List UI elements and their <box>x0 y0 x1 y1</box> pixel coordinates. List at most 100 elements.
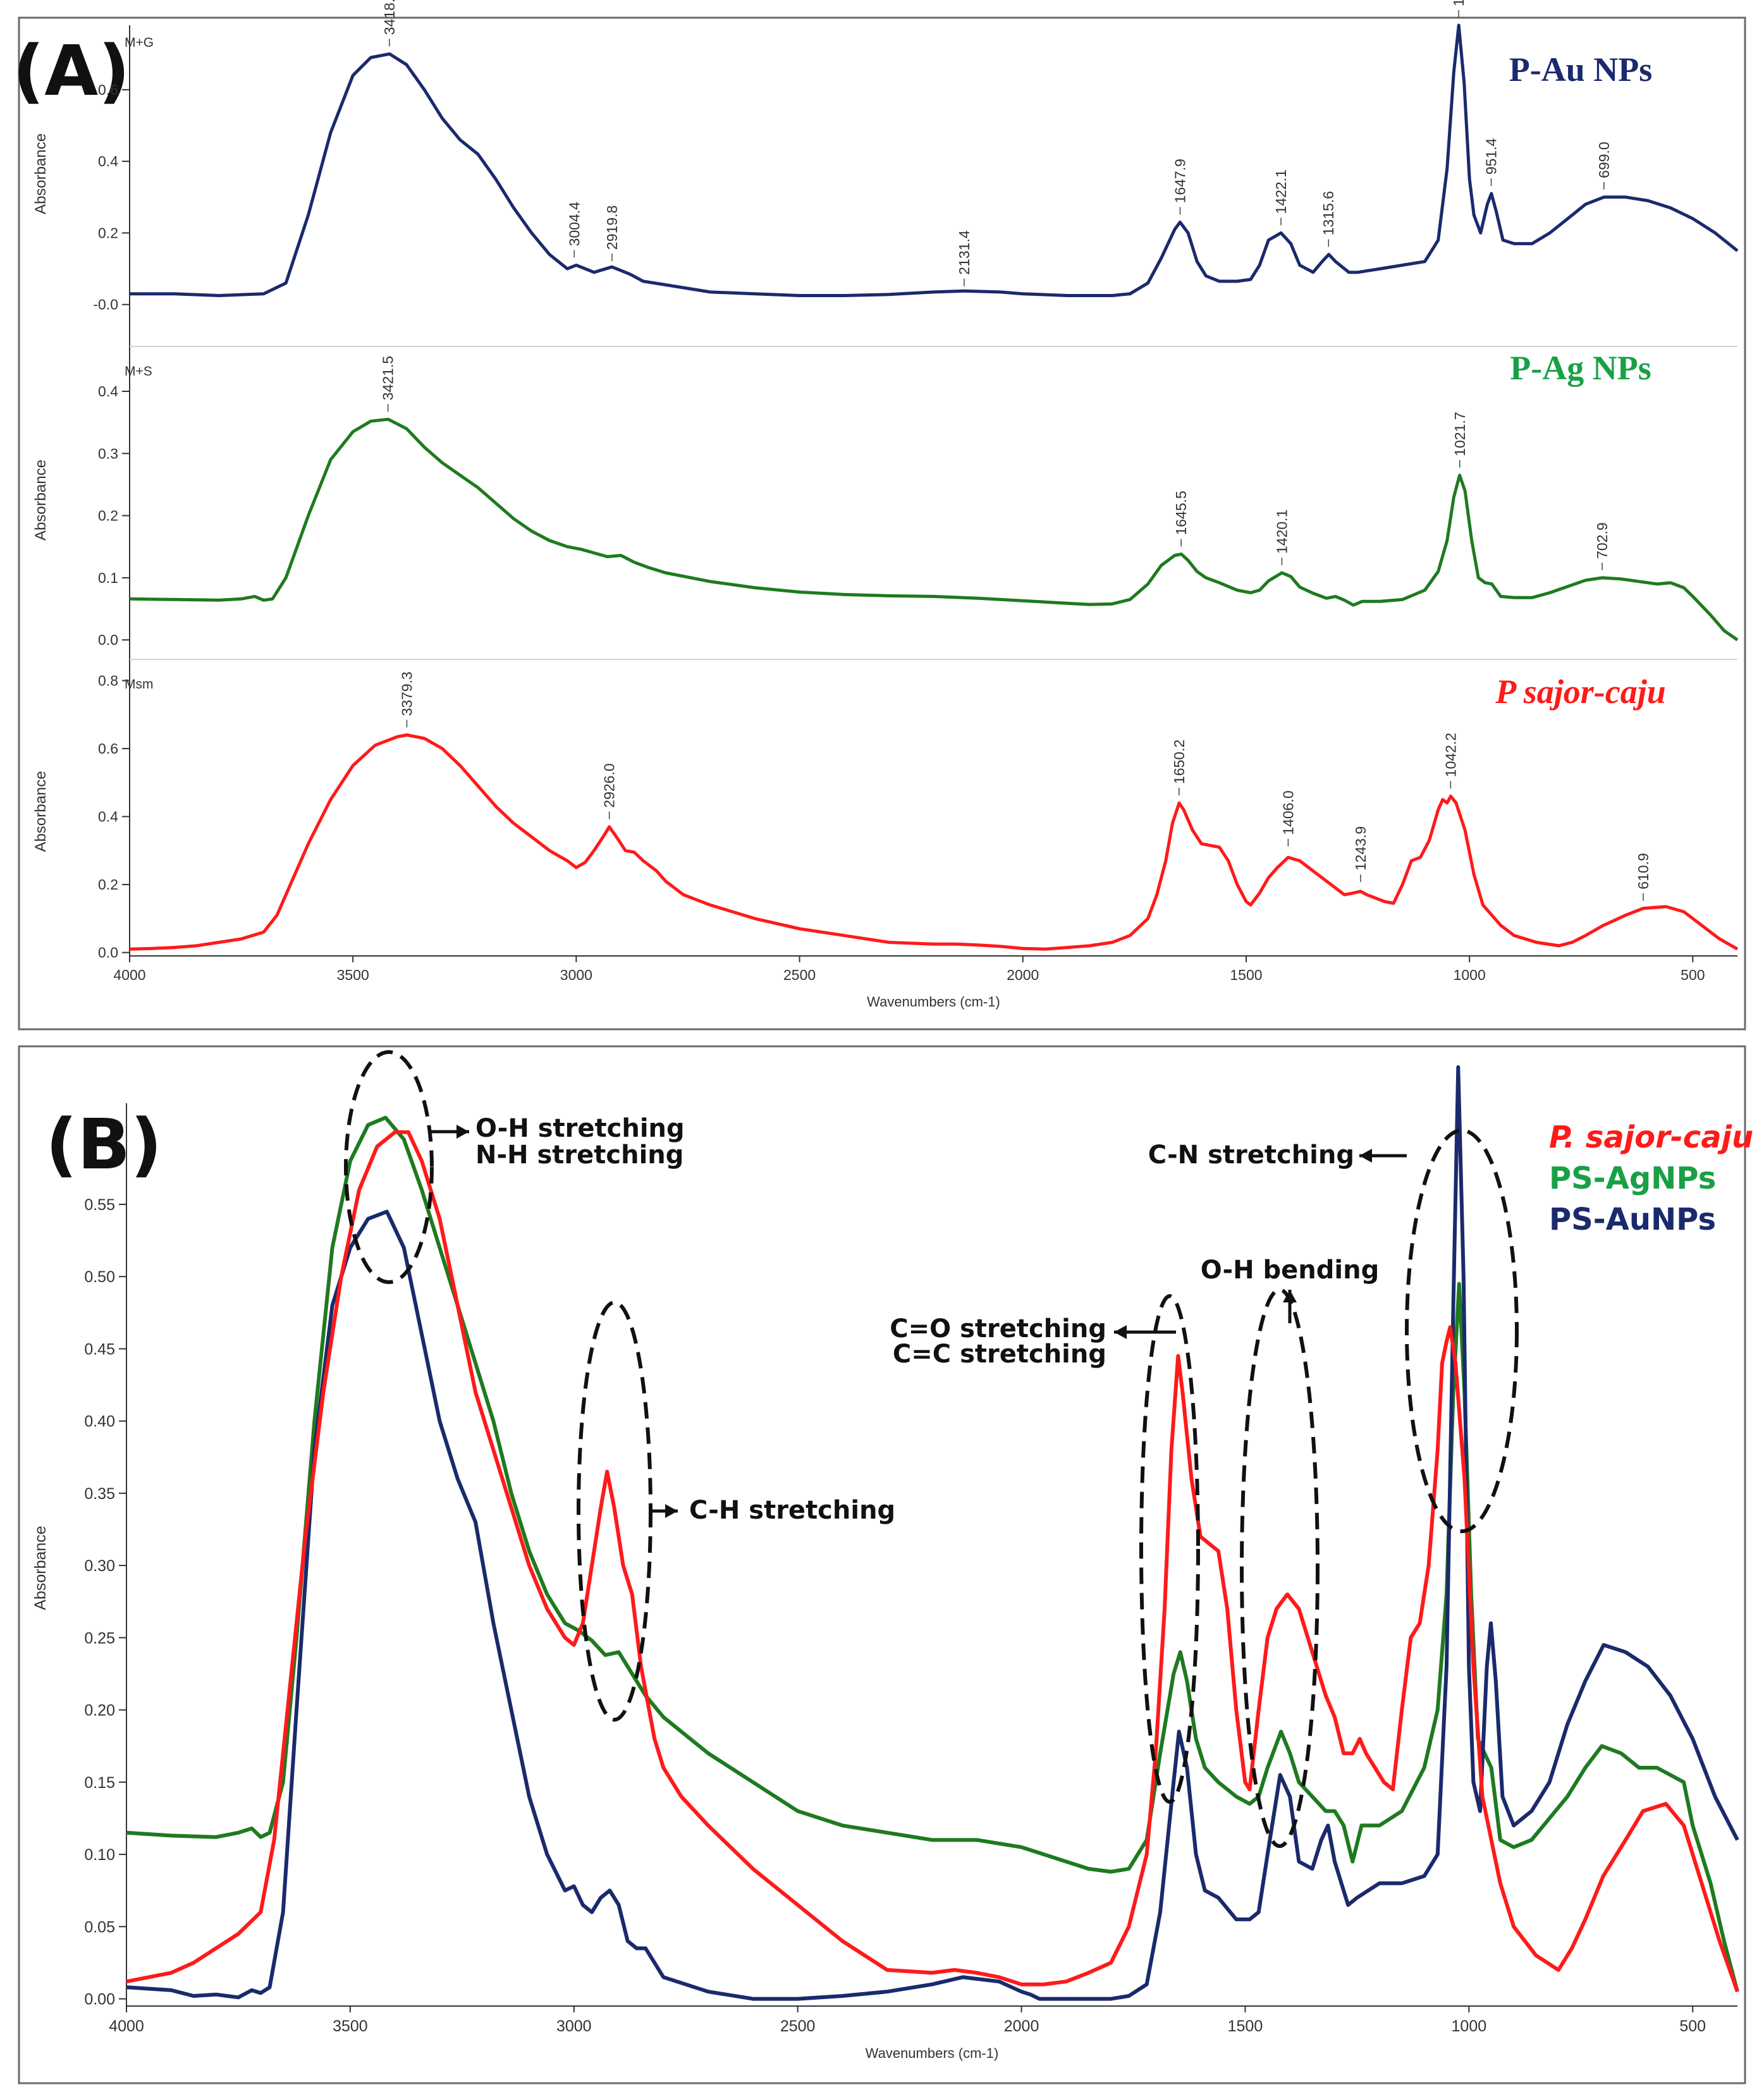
peak-label: 1243.9 <box>1352 826 1369 871</box>
peak-label: 951.4 <box>1483 138 1499 174</box>
y-tick-label: 0.10 <box>84 1846 115 1864</box>
x-tick-label: 2000 <box>1007 967 1039 983</box>
x-axis-label: Wavenumbers (cm-1) <box>867 994 1000 1010</box>
spectrum-line-ag <box>126 1115 1739 1992</box>
arrow-head <box>456 1125 469 1139</box>
peak-label: 699.0 <box>1596 142 1612 178</box>
peak-label: 1021.7 <box>1452 412 1468 456</box>
spectrum-line-ps <box>126 1130 1739 1993</box>
peak-label: 1315.6 <box>1320 191 1337 235</box>
y-tick-label: 0.35 <box>84 1485 115 1503</box>
panel-a-label: (A) <box>13 30 130 111</box>
y-tick-label: 0.4 <box>98 383 118 400</box>
highlight-ellipse <box>1240 1288 1320 1848</box>
y-tick-label: 0.40 <box>84 1413 115 1431</box>
peak-label: 2919.8 <box>604 205 620 250</box>
annotation-arrow <box>431 1125 469 1139</box>
annotation-text: O-H bending <box>1201 1256 1379 1285</box>
peak-label: 1645.5 <box>1173 491 1189 535</box>
annotation-arrow <box>1114 1325 1176 1339</box>
x-tick-label: 3000 <box>556 2017 592 2035</box>
y-tick-label: 0.6 <box>98 740 118 757</box>
y-tick-label: 0.30 <box>84 1557 115 1575</box>
subplot-tag: Msm <box>125 677 154 692</box>
arrow-head <box>1283 1290 1297 1302</box>
annotation-arrow <box>1283 1290 1297 1323</box>
y-tick-label: 0.3 <box>98 445 118 462</box>
y-tick-label: 0.0 <box>98 945 118 961</box>
y-tick-label: 0.6 <box>98 82 118 98</box>
annotation-arrow <box>651 1504 678 1518</box>
spectrum-line <box>130 23 1739 297</box>
panel-b-label: (B) <box>46 1104 162 1185</box>
x-tick-label: 2500 <box>783 967 816 983</box>
x-tick-label: 1000 <box>1454 967 1486 983</box>
y-tick-label: 0.55 <box>84 1196 115 1214</box>
y-tick-label: 0.8 <box>98 673 118 689</box>
annotation-text: C-H stretching <box>689 1496 895 1525</box>
y-axis-label: Absorbance <box>32 460 49 541</box>
y-tick-label: 0.25 <box>84 1629 115 1647</box>
arrow-head <box>665 1504 678 1518</box>
highlight-ellipse <box>1139 1294 1200 1804</box>
peak-label: 3418.3 <box>381 0 398 35</box>
x-tick-label: 1500 <box>1230 967 1262 983</box>
x-tick-label: 2000 <box>1004 2017 1039 2035</box>
y-tick-label: 0.45 <box>84 1340 115 1358</box>
x-tick-label: 1500 <box>1228 2017 1263 2035</box>
peak-label: 1647.9 <box>1172 159 1188 203</box>
x-tick-label: 3500 <box>333 2017 368 2035</box>
peak-label: 1422.1 <box>1273 169 1289 214</box>
y-tick-label: -0.0 <box>93 297 118 313</box>
spectrum-line <box>129 733 1739 951</box>
legend-item: PS-AuNPs <box>1549 1202 1716 1237</box>
x-tick-label: 3500 <box>337 967 369 983</box>
arrow-head <box>1359 1149 1372 1163</box>
peak-label: 3004.4 <box>566 202 582 247</box>
legend-au: P-Au NPs <box>1509 51 1653 89</box>
arrow-head <box>1114 1325 1127 1339</box>
peak-label: 702.9 <box>1594 522 1610 559</box>
peak-label: 2926.0 <box>601 763 618 807</box>
x-tick-label: 500 <box>1681 967 1705 983</box>
panel-a-plot: M+G -0.0 0.2 0.4 0.6 Absorbance 3418.3 3004.4 29… <box>32 0 1739 1010</box>
legend-item: P. sajor-caju <box>1549 1120 1753 1155</box>
peak-label: 3379.3 <box>398 671 415 716</box>
y-tick-label: 0.20 <box>84 1702 115 1720</box>
annotation-text: C=O stretching <box>890 1314 1106 1343</box>
spectrum-line-au <box>126 1065 1739 2001</box>
y-tick-label: 0.2 <box>98 224 118 241</box>
legend-item: PS-AgNPs <box>1549 1161 1716 1196</box>
y-tick-label: 0.2 <box>98 508 118 524</box>
x-tick-label: 2500 <box>780 2017 816 2035</box>
x-tick-label: 3000 <box>560 967 592 983</box>
subplot-tag: M+G <box>125 35 154 50</box>
x-tick-label: 500 <box>1679 2017 1706 2035</box>
panel-b-frame <box>18 1045 1746 2084</box>
peak-label: 1420.1 <box>1273 510 1290 554</box>
peak-label: 1042.2 <box>1442 733 1459 777</box>
y-axis-label: Absorbance <box>32 133 49 214</box>
annotation-text: C-N stretching <box>1148 1141 1354 1170</box>
legend-ps: P sajor-caju <box>1495 673 1666 711</box>
annotation-text: O-H stretching <box>475 1114 685 1143</box>
annotation-arrow <box>1359 1149 1407 1163</box>
legend-ag: P-Ag NPs <box>1510 349 1651 387</box>
y-tick-label: 0.05 <box>84 1918 115 1936</box>
panel-b-plot: 0.00 0.05 0.10 0.15 0.20 0.25 0.30 0.35 0.40 0.45… <box>32 1050 1753 2061</box>
peak-label: 610.9 <box>1635 853 1651 890</box>
y-tick-label: 0.15 <box>84 1774 115 1792</box>
spectrum-line <box>129 417 1739 642</box>
annotation-text: C=C stretching <box>893 1340 1106 1369</box>
subplot-tag: M+S <box>125 364 152 379</box>
annotation-text: N-H stretching <box>475 1141 683 1170</box>
x-tick-label: 4000 <box>113 967 145 983</box>
y-tick-label: 0.4 <box>98 809 118 825</box>
y-tick-label: 0.2 <box>98 876 118 893</box>
y-tick-label: 0.00 <box>84 1991 115 2009</box>
x-tick-label: 1000 <box>1452 2017 1487 2035</box>
y-tick-label: 0.50 <box>84 1268 115 1286</box>
y-tick-label: 0.0 <box>98 632 118 648</box>
peak-label: 1406.0 <box>1280 790 1296 835</box>
